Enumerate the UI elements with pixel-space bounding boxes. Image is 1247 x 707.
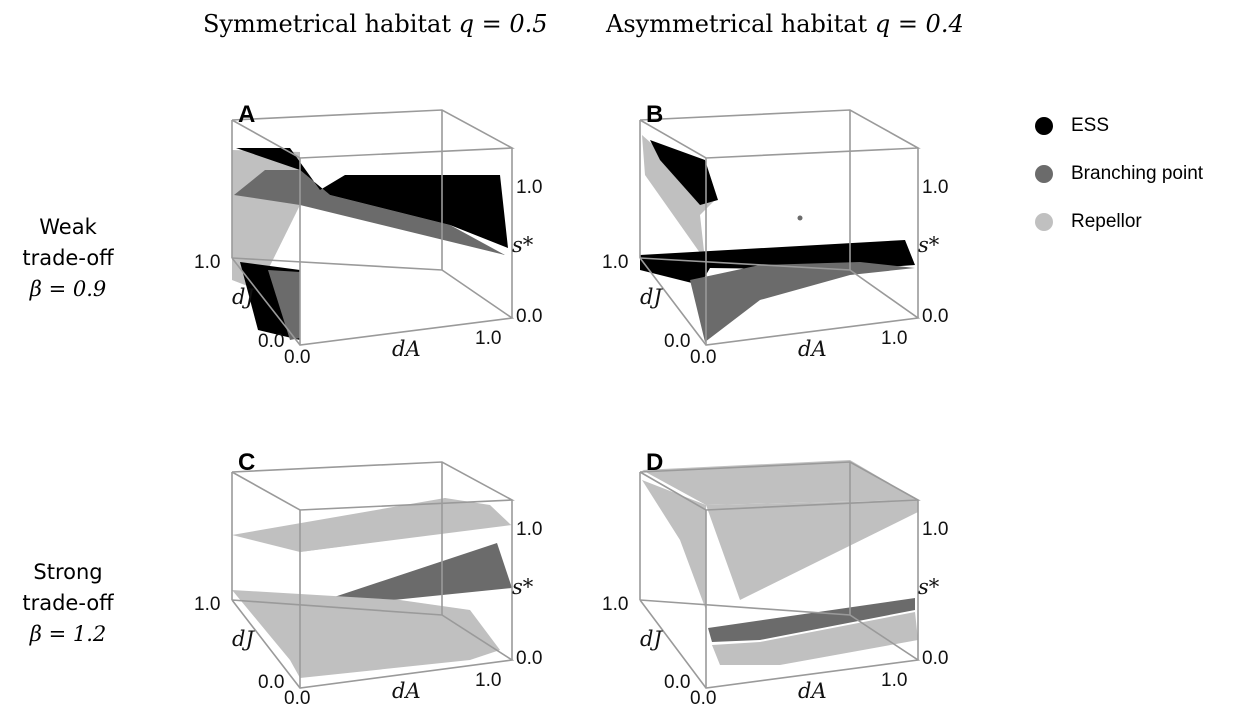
branching-surface — [690, 262, 915, 342]
x-tick-max: 1.0 — [881, 328, 907, 349]
z-tick-min: 0.0 — [922, 306, 948, 327]
row-label-line1: Weak — [39, 215, 97, 239]
x-axis-label: dA — [798, 679, 827, 703]
x-tick-max: 1.0 — [475, 670, 501, 691]
repellor-surface — [232, 150, 300, 290]
branching-surface — [295, 543, 512, 610]
panel-a-surfaces — [232, 148, 508, 340]
ess-surface — [640, 240, 915, 285]
y-axis-label: dJ — [640, 627, 663, 651]
x-axis-label: dA — [392, 337, 421, 361]
ess-surface — [240, 262, 300, 340]
y-tick-min: 0.0 — [664, 672, 690, 693]
column-param: q = 0.5 — [458, 10, 548, 38]
branching-surface — [708, 598, 915, 642]
y-tick-max: 1.0 — [194, 594, 220, 615]
x-tick-min: 0.0 — [284, 688, 310, 707]
row-label-weak: Weak trade-off β = 0.9 — [0, 212, 138, 305]
legend-item-ess: ESS — [1035, 102, 1203, 150]
repellor-surface — [642, 480, 706, 610]
y-tick-max: 1.0 — [602, 594, 628, 615]
panel-d-surfaces — [642, 460, 918, 665]
y-tick-min: 0.0 — [258, 331, 284, 352]
y-tick-max: 1.0 — [602, 252, 628, 273]
repellor-surface — [642, 460, 918, 505]
legend-dot-repellor — [1035, 213, 1053, 231]
y-tick-max: 1.0 — [194, 252, 220, 273]
panel-c-surfaces — [232, 498, 512, 678]
z-axis-label: s* — [918, 233, 940, 257]
repellor-surface — [712, 612, 918, 665]
legend-item-branching-point: Branching point — [1035, 150, 1203, 198]
legend-dot-ess — [1035, 117, 1053, 135]
x-axis-label: dA — [392, 679, 421, 703]
y-axis-label: dJ — [232, 285, 255, 309]
legend: ESS Branching point Repellor — [1035, 102, 1203, 246]
panel-b-surfaces — [640, 135, 915, 342]
z-tick-max: 1.0 — [516, 519, 542, 540]
column-title-asymmetrical: Asymmetrical habitat q = 0.4 — [606, 10, 964, 38]
z-axis-label: s* — [512, 575, 534, 599]
branching-surface — [268, 270, 300, 340]
repellor-surface — [642, 135, 715, 260]
row-label-line1: Strong — [33, 560, 103, 584]
repellor-surface — [232, 590, 500, 678]
row-label-strong: Strong trade-off β = 1.2 — [0, 557, 138, 650]
repellor-surface — [232, 498, 512, 552]
legend-label: ESS — [1071, 115, 1110, 136]
panel-label: D — [646, 449, 663, 476]
panel-a-box — [231, 109, 515, 346]
y-tick-min: 0.0 — [664, 331, 690, 352]
legend-dot-branching-point — [1035, 165, 1053, 183]
x-tick-min: 0.0 — [284, 347, 310, 368]
branching-surface — [234, 170, 505, 255]
y-tick-min: 0.0 — [258, 672, 284, 693]
repellor-surface — [706, 500, 918, 600]
z-tick-min: 0.0 — [922, 648, 948, 669]
column-param: q = 0.4 — [874, 10, 964, 38]
z-tick-max: 1.0 — [516, 177, 542, 198]
x-tick-min: 0.0 — [690, 688, 716, 707]
panel-c-box — [231, 461, 515, 689]
panel-label: A — [238, 101, 255, 128]
panel-label: C — [238, 449, 255, 476]
z-tick-max: 1.0 — [922, 177, 948, 198]
repellor-surface — [300, 498, 510, 552]
panel-d-box — [639, 461, 921, 689]
row-label-param: β = 0.9 — [29, 277, 107, 301]
branching-point-dot — [797, 215, 803, 221]
y-axis-label: dJ — [232, 627, 255, 651]
panel-label: B — [646, 101, 663, 128]
x-axis-label: dA — [798, 337, 827, 361]
z-tick-min: 0.0 — [516, 306, 542, 327]
ess-surface — [650, 140, 718, 205]
panel-b-box — [639, 109, 921, 346]
column-title-text: Symmetrical habitat — [203, 10, 451, 38]
x-tick-min: 0.0 — [690, 347, 716, 368]
row-label-line2: trade-off — [22, 246, 114, 270]
column-title-symmetrical: Symmetrical habitat q = 0.5 — [203, 10, 548, 38]
legend-item-repellor: Repellor — [1035, 198, 1203, 246]
z-tick-max: 1.0 — [922, 519, 948, 540]
row-label-line2: trade-off — [22, 591, 114, 615]
z-tick-min: 0.0 — [516, 648, 542, 669]
legend-label: Repellor — [1071, 211, 1142, 232]
row-label-param: β = 1.2 — [29, 622, 107, 646]
ess-surface — [236, 148, 508, 248]
z-axis-label: s* — [512, 233, 534, 257]
x-tick-max: 1.0 — [475, 328, 501, 349]
legend-label: Branching point — [1071, 163, 1204, 184]
y-axis-label: dJ — [640, 285, 663, 309]
x-tick-max: 1.0 — [881, 670, 907, 691]
column-title-text: Asymmetrical habitat — [606, 10, 868, 38]
z-axis-label: s* — [918, 575, 940, 599]
